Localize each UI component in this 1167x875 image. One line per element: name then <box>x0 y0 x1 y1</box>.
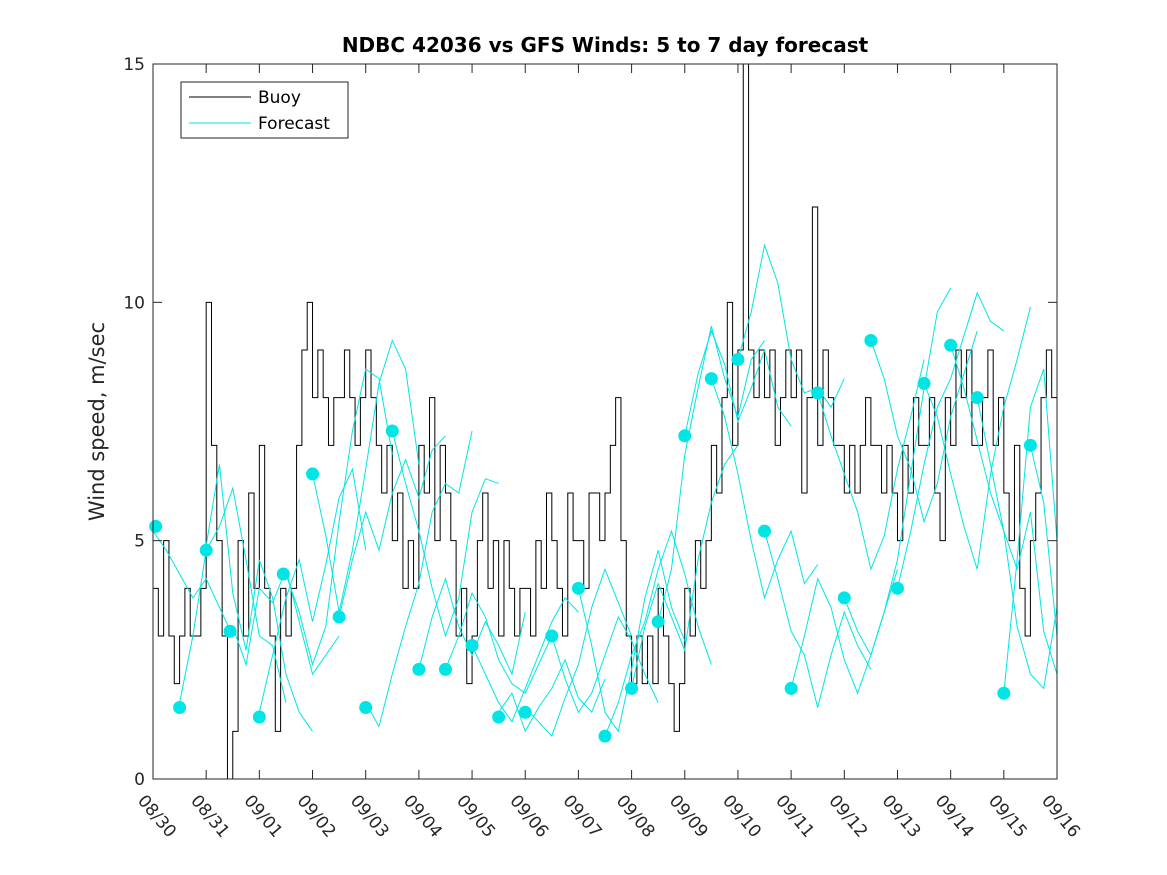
forecast-line-18 <box>631 445 739 689</box>
forecast-line-27 <box>870 330 978 524</box>
y-tick-label: 5 <box>134 532 145 552</box>
forecast-point <box>438 662 452 676</box>
buoy-series <box>153 63 1058 780</box>
buoy-line <box>153 63 1058 780</box>
forecast-line-26 <box>843 287 952 657</box>
forecast-point <box>465 639 479 653</box>
forecast-point <box>837 591 851 605</box>
y-tick-label: 15 <box>123 55 145 75</box>
forecast-line-31 <box>976 397 1058 690</box>
y-tick-label: 0 <box>134 770 145 790</box>
forecast-line-17 <box>604 529 712 737</box>
forecast-line-28 <box>896 291 1005 589</box>
forecast-line-20 <box>684 329 792 436</box>
forecast-point <box>412 662 426 676</box>
legend-label-forecast: Forecast <box>258 114 330 134</box>
forecast-line-2 <box>205 464 313 732</box>
forecast-line-29 <box>923 306 1031 570</box>
forecast-line-19 <box>657 326 765 622</box>
forecast-point <box>784 681 798 695</box>
forecast-point <box>598 729 612 743</box>
forecast-line-5 <box>285 368 393 667</box>
forecast-point <box>385 424 399 438</box>
y-tick-label: 10 <box>123 293 145 313</box>
forecast-point <box>890 581 904 595</box>
forecast-line-9 <box>391 430 499 638</box>
forecast-point <box>704 372 718 386</box>
forecast-line-11 <box>445 591 553 694</box>
forecast-point <box>173 701 187 714</box>
legend: Buoy Forecast <box>180 81 349 139</box>
forecast-point <box>223 624 237 638</box>
forecast-line-8 <box>365 430 473 728</box>
forecast-point <box>492 710 506 724</box>
forecast-point <box>252 710 266 724</box>
forecast-point <box>811 386 825 400</box>
forecast-point <box>944 338 958 352</box>
forecast-point <box>332 610 346 624</box>
forecast-point <box>518 705 532 719</box>
forecast-point <box>359 701 373 714</box>
forecast-line-13 <box>498 658 606 733</box>
forecast-point <box>651 615 665 629</box>
forecast-line-4 <box>258 467 367 713</box>
forecast-point <box>276 567 290 581</box>
forecast-line-25 <box>817 359 925 571</box>
forecast-point <box>758 524 772 538</box>
plot-area <box>153 64 1057 779</box>
forecast-point <box>917 376 931 390</box>
forecast-point <box>970 391 984 405</box>
forecast-point <box>678 429 692 443</box>
forecast-point <box>571 581 585 595</box>
forecast-point <box>997 686 1011 700</box>
forecast-line-33 <box>1029 445 1058 637</box>
forecast-line-6 <box>312 339 420 613</box>
axes-box <box>152 63 1058 780</box>
forecast-point <box>864 333 878 347</box>
forecast-line-7 <box>338 435 446 618</box>
forecast-line-15 <box>551 615 659 714</box>
chart-title: NDBC 42036 vs GFS Winds: 5 to 7 day fore… <box>342 33 869 57</box>
legend-box <box>180 81 349 139</box>
forecast-series <box>152 243 1058 738</box>
forecast-point <box>1023 438 1037 452</box>
legend-label-buoy: Buoy <box>258 88 301 108</box>
forecast-line-23 <box>764 530 872 708</box>
y-axis-label: Wind speed, m/sec <box>85 322 109 521</box>
forecast-line-21 <box>710 378 819 600</box>
forecast-point <box>199 543 213 557</box>
forecast-point <box>149 519 163 533</box>
forecast-line-1 <box>179 486 287 703</box>
forecast-point <box>731 353 745 367</box>
forecast-line-14 <box>524 567 633 738</box>
forecast-point <box>625 681 639 695</box>
forecast-line-10 <box>418 577 526 676</box>
forecast-line-22 <box>737 243 845 409</box>
forecast-line-0 <box>152 530 234 637</box>
forecast-line-32 <box>1003 368 1058 694</box>
forecast-line-12 <box>471 597 579 723</box>
forecast-point <box>545 629 559 643</box>
forecast-points <box>149 333 1037 743</box>
forecast-point <box>306 467 320 481</box>
